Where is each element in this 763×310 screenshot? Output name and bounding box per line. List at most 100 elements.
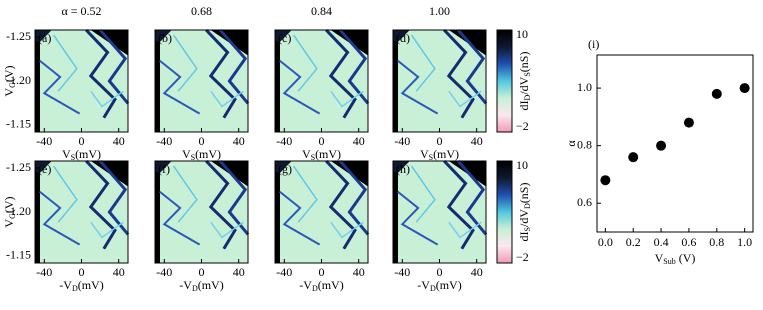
x-axis-label: VS(mV) [182, 147, 221, 162]
diamond-edge [205, 28, 237, 119]
panel-label: (a) [38, 31, 51, 45]
heatmap-background [393, 30, 486, 132]
colorbar-label-part: D [523, 203, 532, 209]
diamond-line [448, 90, 482, 108]
diamond-edge [456, 29, 488, 105]
x-axis-label-part: S [311, 153, 315, 162]
x-tick-label: 0 [437, 265, 443, 279]
y-axis-label-part: V [2, 219, 16, 228]
panel-label: (b) [158, 31, 172, 45]
heatmap-corner [275, 30, 292, 43]
x-axis-label: VS(mV) [420, 147, 459, 162]
diamond-edge [98, 160, 130, 236]
x-axis-label-part: D [192, 284, 198, 293]
x-tick-label: -40 [276, 134, 292, 148]
y-tick-label: -1.15 [6, 248, 31, 262]
diamond-edge [39, 190, 81, 246]
diamond-line [52, 34, 78, 92]
colorbar-label-part: /dV [517, 209, 531, 227]
x-tick-label: 0 [319, 265, 325, 279]
diamond-edge [338, 29, 370, 105]
colorbar-label-part: S [523, 72, 532, 76]
heatmap-corner [155, 30, 172, 43]
y-axis-label-part: G [8, 82, 17, 88]
x-axis-label-part: S [429, 153, 433, 162]
x-tick-label: 0 [437, 134, 443, 148]
x-tick-label: 0 [319, 134, 325, 148]
plot-frame [596, 54, 754, 233]
colorbar-label-part: dI [517, 100, 531, 110]
x-axis-label: VS(mV) [302, 147, 341, 162]
y-axis-label: α [564, 140, 578, 147]
heatmap-background [155, 161, 248, 263]
x-axis-label-part: -V [417, 278, 430, 292]
x-tick-label: 0.6 [681, 235, 696, 249]
x-tick-label: 40 [471, 265, 483, 279]
data-point [656, 140, 667, 151]
x-tick-label: -40 [276, 265, 292, 279]
x-axis-label-part: (mV) [315, 147, 341, 161]
x-axis-label-part: (mV) [75, 147, 101, 161]
heatmap-edge [155, 30, 160, 132]
heatmap-background [393, 161, 486, 263]
data-point [628, 152, 639, 163]
y-tick-label: -1.15 [6, 117, 31, 131]
x-axis-label-part: D [72, 284, 78, 293]
x-axis-label: VSub (V) [655, 251, 696, 266]
x-tick-label: 0 [199, 265, 205, 279]
column-title: 1.00 [429, 4, 450, 18]
x-axis-label-part: (V) [676, 251, 696, 265]
colorbar-tick-label: 10 [516, 158, 528, 172]
x-axis-label-part: -V [299, 278, 312, 292]
colorbar-label: dID/dVS(nS) [517, 52, 532, 111]
x-tick-label: 40 [233, 134, 245, 148]
data-point [711, 88, 722, 99]
panel-label: (f) [158, 162, 170, 176]
x-tick-label: 0.4 [654, 235, 669, 249]
x-axis-label-part: (mV) [436, 278, 462, 292]
diamond-edge [218, 29, 250, 105]
y-tick-label: 0.8 [577, 137, 592, 151]
heatmap-background [275, 30, 368, 132]
heatmap-edge [275, 30, 280, 132]
heatmap-corner [210, 161, 248, 187]
diamond-edge [279, 190, 321, 246]
diamond-edge [205, 159, 237, 250]
x-axis-label-part: (mV) [318, 278, 344, 292]
x-axis-label: -VD(mV) [59, 278, 103, 293]
x-tick-label: 0.2 [626, 235, 641, 249]
heatmap-corner [393, 161, 410, 174]
diamond-line [410, 34, 436, 92]
colorbar-label-part: (nS) [517, 52, 531, 73]
y-tick-label: -1.20 [6, 73, 31, 87]
x-tick-label: 0 [199, 134, 205, 148]
panel-label: (i) [588, 37, 599, 51]
x-tick-label: 1.0 [737, 235, 752, 249]
x-axis-label-part: D [430, 284, 436, 293]
x-tick-label: -40 [36, 265, 52, 279]
x-tick-label: -40 [394, 265, 410, 279]
y-axis-label: VG(V) [2, 65, 17, 96]
y-tick-label: -1.25 [6, 160, 31, 174]
x-tick-label: 40 [113, 265, 125, 279]
heatmap-corner [210, 30, 248, 56]
diamond-edge [98, 29, 130, 105]
y-axis-label-part: V [2, 88, 16, 97]
x-axis-label-part: V [62, 147, 71, 161]
x-axis-label-part: (mV) [195, 147, 221, 161]
x-tick-label: 40 [471, 134, 483, 148]
x-tick-label: -40 [36, 134, 52, 148]
x-axis-label-part: V [182, 147, 191, 161]
diamond-edge [397, 59, 439, 115]
colorbar [496, 160, 513, 264]
panel-label: (h) [396, 162, 410, 176]
x-axis-label: VS(mV) [62, 147, 101, 162]
diamond-line [90, 221, 124, 239]
diamond-edge [397, 190, 439, 246]
colorbar-label-part: (nS) [517, 183, 531, 204]
heatmap-corner [35, 161, 52, 174]
diamond-edge [443, 28, 475, 119]
colorbar-label-part: S [523, 227, 532, 231]
x-tick-label: 0 [79, 265, 85, 279]
